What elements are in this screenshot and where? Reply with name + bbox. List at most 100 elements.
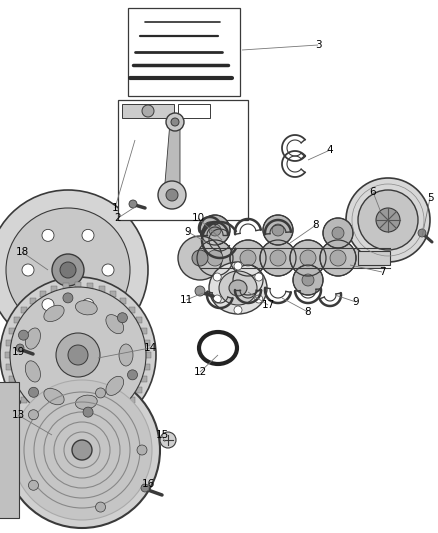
Circle shape	[255, 295, 263, 303]
Circle shape	[323, 218, 353, 248]
Circle shape	[83, 407, 93, 417]
Text: 10: 10	[191, 213, 205, 223]
Circle shape	[240, 250, 256, 266]
Circle shape	[56, 333, 100, 377]
Circle shape	[18, 330, 28, 340]
Circle shape	[200, 215, 230, 245]
Ellipse shape	[106, 376, 124, 395]
Circle shape	[6, 208, 130, 332]
Bar	[136, 317, 141, 323]
Circle shape	[52, 254, 84, 286]
Bar	[14, 387, 21, 393]
Circle shape	[263, 215, 293, 245]
Bar	[99, 286, 105, 292]
Circle shape	[171, 118, 179, 126]
Circle shape	[166, 113, 184, 131]
Circle shape	[233, 265, 263, 295]
Bar	[40, 413, 46, 418]
Text: 3: 3	[314, 40, 321, 50]
Bar	[9, 328, 15, 334]
Bar	[122, 104, 174, 118]
Bar	[63, 421, 69, 427]
Bar	[136, 387, 141, 393]
Circle shape	[102, 264, 114, 276]
Text: 14: 14	[143, 343, 157, 353]
Bar	[30, 406, 36, 411]
Text: 5: 5	[427, 193, 433, 203]
Text: 4: 4	[327, 145, 333, 155]
Circle shape	[137, 445, 147, 455]
Circle shape	[242, 274, 254, 286]
Circle shape	[293, 265, 323, 295]
Ellipse shape	[75, 395, 97, 409]
Text: 18: 18	[15, 247, 28, 257]
Circle shape	[260, 240, 296, 276]
Bar	[14, 317, 21, 323]
Circle shape	[82, 298, 94, 311]
Circle shape	[4, 372, 160, 528]
Text: 2: 2	[115, 213, 121, 223]
Ellipse shape	[219, 271, 257, 305]
Circle shape	[195, 286, 205, 296]
Circle shape	[117, 313, 127, 322]
Circle shape	[255, 273, 263, 281]
Bar	[120, 406, 126, 411]
Circle shape	[12, 380, 152, 520]
Circle shape	[209, 224, 221, 236]
Circle shape	[207, 250, 223, 266]
FancyBboxPatch shape	[118, 100, 248, 220]
Circle shape	[60, 262, 76, 278]
Bar	[51, 286, 57, 292]
Bar	[5, 352, 11, 358]
Bar	[141, 328, 147, 334]
Bar	[178, 104, 210, 118]
Circle shape	[129, 200, 137, 208]
Circle shape	[127, 370, 138, 380]
Bar	[0, 382, 19, 518]
Bar	[87, 283, 93, 289]
Text: 7: 7	[379, 267, 385, 277]
Bar	[6, 340, 12, 346]
Circle shape	[300, 250, 316, 266]
Circle shape	[302, 274, 314, 286]
Circle shape	[320, 240, 356, 276]
Circle shape	[95, 502, 106, 512]
Circle shape	[272, 224, 284, 236]
Bar	[6, 364, 12, 370]
Circle shape	[330, 250, 346, 266]
Bar	[358, 251, 390, 265]
Ellipse shape	[25, 361, 40, 382]
Bar	[145, 352, 151, 358]
Text: 8: 8	[313, 220, 319, 230]
Text: 9: 9	[185, 227, 191, 237]
Bar	[99, 418, 105, 424]
Circle shape	[358, 190, 418, 250]
Circle shape	[346, 178, 430, 262]
FancyBboxPatch shape	[128, 8, 240, 96]
Circle shape	[22, 264, 34, 276]
Ellipse shape	[106, 314, 124, 334]
Text: 11: 11	[180, 295, 193, 305]
Bar	[129, 397, 134, 403]
Circle shape	[230, 240, 266, 276]
Text: 19: 19	[11, 347, 25, 357]
Circle shape	[142, 105, 154, 117]
Bar	[144, 340, 150, 346]
Circle shape	[42, 229, 54, 241]
Bar	[51, 418, 57, 424]
Circle shape	[192, 250, 208, 266]
Bar	[129, 307, 134, 313]
Bar	[87, 421, 93, 427]
Circle shape	[28, 480, 39, 490]
Bar	[21, 307, 28, 313]
Circle shape	[234, 306, 242, 314]
Ellipse shape	[119, 344, 133, 366]
Bar	[9, 376, 15, 382]
Circle shape	[332, 227, 344, 239]
Bar	[141, 376, 147, 382]
Polygon shape	[164, 122, 180, 195]
Circle shape	[197, 240, 233, 276]
Circle shape	[42, 298, 54, 311]
Circle shape	[290, 240, 326, 276]
Ellipse shape	[229, 280, 247, 296]
